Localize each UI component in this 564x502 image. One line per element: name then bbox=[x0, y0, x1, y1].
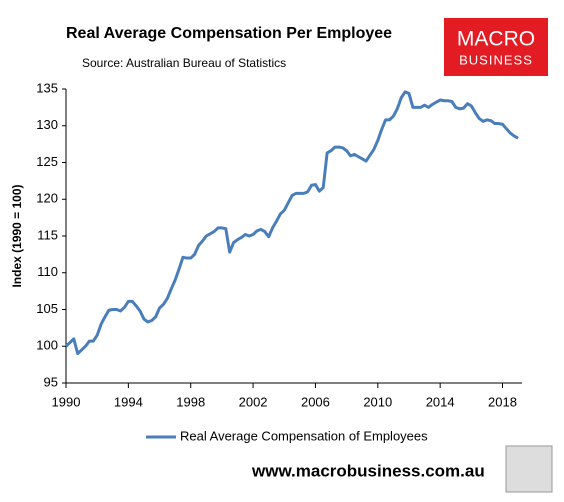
wolf-icon bbox=[505, 445, 553, 493]
x-tick-label: 2006 bbox=[301, 394, 330, 409]
x-tick-label: 1990 bbox=[52, 394, 81, 409]
y-tick-label: 105 bbox=[36, 301, 58, 316]
y-tick-label: 110 bbox=[37, 264, 58, 279]
y-tick-label: 95 bbox=[44, 374, 58, 389]
legend-label: Real Average Compensation of Employees bbox=[180, 428, 428, 443]
source: Source: Australian Bureau of Statistics bbox=[82, 56, 286, 70]
logo-text: MACRO bbox=[457, 28, 535, 51]
chart-title: Real Average Compensation Per Employee bbox=[66, 25, 392, 42]
x-tick-label: 2014 bbox=[426, 394, 455, 409]
x-tick-label: 2010 bbox=[363, 394, 392, 409]
y-tick-label: 135 bbox=[36, 80, 58, 95]
y-tick-label: 125 bbox=[36, 154, 58, 169]
y-tick-label: 130 bbox=[36, 117, 58, 132]
y-tick-label: 100 bbox=[36, 338, 58, 353]
y-tick-label: 120 bbox=[36, 191, 58, 206]
y-tick-label: 115 bbox=[37, 227, 58, 242]
data-line bbox=[64, 90, 519, 356]
x-tick-label: 1994 bbox=[114, 394, 143, 409]
x-tick-label: 1998 bbox=[176, 394, 205, 409]
x-tick-label: 2002 bbox=[239, 394, 268, 409]
logo-text: BUSINESS bbox=[459, 52, 533, 67]
footer: www.macrobusiness.com.au bbox=[251, 461, 485, 480]
x-tick-label: 2018 bbox=[488, 394, 517, 409]
logo-box bbox=[444, 18, 548, 76]
y-axis-label: Index (1990 = 100) bbox=[10, 184, 24, 287]
